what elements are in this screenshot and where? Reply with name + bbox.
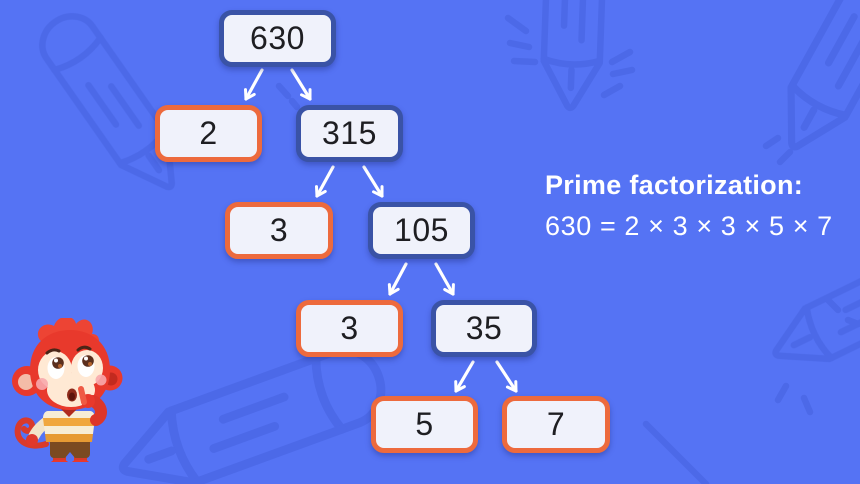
prime-factorization-caption: Prime factorization: 630 = 2 × 3 × 3 × 5… xyxy=(545,170,833,242)
prime-factorization-label: Prime factorization: xyxy=(545,170,804,200)
tree-node-7: 7 xyxy=(502,396,610,453)
tree-node-2: 2 xyxy=(155,105,262,162)
tree-node-630: 630 xyxy=(219,10,336,67)
monkey-right-arm xyxy=(78,386,107,426)
edge-630-2 xyxy=(243,68,264,101)
edge-35-5 xyxy=(454,360,475,393)
sparkle-dashes-icon xyxy=(275,14,860,484)
tree-node-5: 5 xyxy=(371,396,478,453)
edge-105-3 xyxy=(387,262,408,296)
monkey-eyes xyxy=(47,355,95,379)
monkey-tail xyxy=(14,417,49,449)
tree-node-105: 105 xyxy=(368,202,475,259)
tree-node-315: 315 xyxy=(296,105,403,162)
tree-node-35: 35 xyxy=(431,300,537,357)
edge-105-35 xyxy=(434,262,455,296)
edge-35-7 xyxy=(495,360,518,393)
tree-node-3-level3: 3 xyxy=(296,300,403,357)
tree-node-3-level2: 3 xyxy=(225,202,333,259)
monkey-shorts xyxy=(50,438,90,458)
edge-630-315 xyxy=(290,68,312,101)
monkey-mascot-illustration xyxy=(12,318,123,462)
monkey-shirt xyxy=(43,408,95,442)
edge-315-105 xyxy=(362,165,384,198)
edge-315-3 xyxy=(314,165,335,198)
prime-factorization-equation: 630 = 2 × 3 × 3 × 5 × 7 xyxy=(545,211,833,241)
